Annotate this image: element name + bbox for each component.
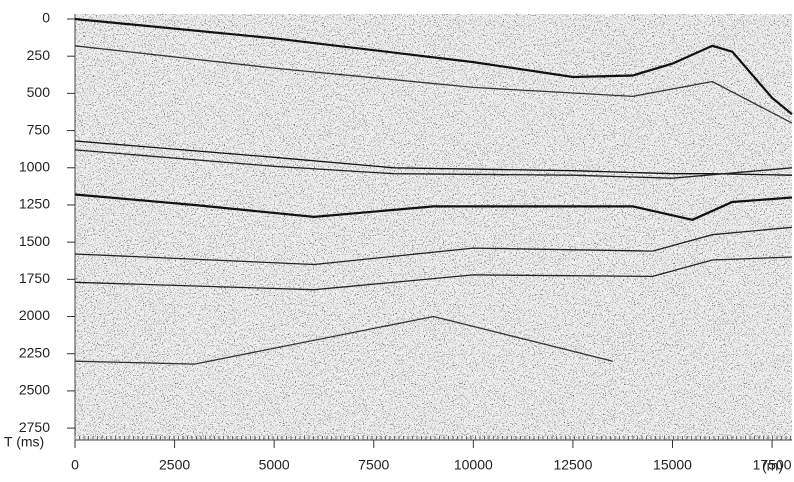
y-tick-label: 1250 [19,196,50,212]
horizon [74,315,613,365]
x-tick-label: 0 [71,457,79,473]
x-tick-label: 12500 [553,457,592,473]
horizon [74,149,793,179]
x-axis-label: (m) [762,458,783,474]
seismic-texture [75,14,792,440]
x-tick-label: 7500 [358,457,389,473]
y-tick-label: 500 [27,84,51,100]
horizon [74,140,793,176]
horizon [74,193,793,221]
horizon [74,45,793,124]
horizon [74,226,793,266]
x-tick-label: 15000 [653,457,692,473]
y-tick-label: 1000 [19,158,50,174]
x-tick-label: 2500 [159,457,190,473]
y-tick-label: 2000 [19,307,50,323]
y-tick-label: 2750 [19,419,50,435]
y-tick-label: 2500 [19,382,50,398]
x-tick-label: 5000 [259,457,290,473]
y-axis-label: T (ms) [4,434,44,450]
y-tick-label: 750 [27,121,51,137]
x-tick-label: 10000 [454,457,493,473]
y-tick-label: 1750 [19,270,50,286]
x-tick-label: 17500 [753,457,792,473]
y-tick-label: 0 [42,10,50,26]
y-tick-label: 1500 [19,233,50,249]
horizon [74,256,793,291]
y-tick-label: 2250 [19,344,50,360]
y-tick-label: 250 [27,47,51,63]
horizon [74,17,793,116]
